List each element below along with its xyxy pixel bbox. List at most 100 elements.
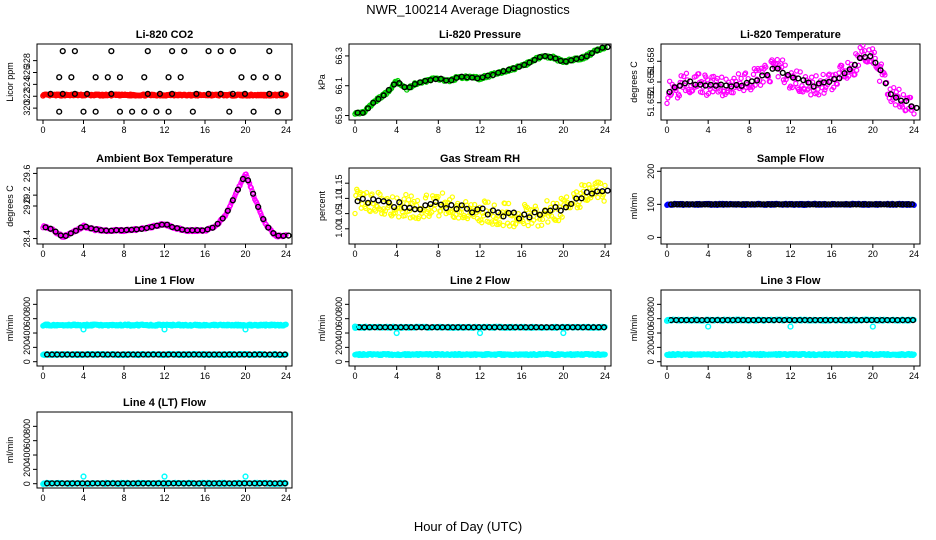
data-point-detail xyxy=(705,90,712,97)
data-point-hourly-mean xyxy=(437,75,445,82)
data-point-detail xyxy=(678,73,684,79)
x-tick-label: 20 xyxy=(240,249,250,259)
y-tick-label: 200 xyxy=(22,462,32,477)
y-tick-label: 1.00 xyxy=(334,220,344,238)
data-point-hourly-mean xyxy=(244,177,252,184)
x-tick-label: 4 xyxy=(394,371,399,381)
data-point-hourly-mean xyxy=(851,61,858,68)
data-point-detail xyxy=(471,201,478,208)
data-point-detail xyxy=(538,222,545,228)
data-point-hourly-mean xyxy=(905,201,912,208)
data-point-hourly-mean xyxy=(578,54,585,61)
data-point-hourly-mean xyxy=(862,201,869,208)
data-point-hourly-mean xyxy=(568,200,575,208)
data-point-hourly-mean xyxy=(108,90,115,97)
data-point-detail xyxy=(876,78,883,84)
data-point-hourly-mean xyxy=(396,80,403,87)
y-tick-label: 66.1 xyxy=(334,77,344,95)
data-point-detail xyxy=(485,199,491,205)
data-point-hourly-mean xyxy=(552,203,559,211)
data-point-hourly-mean xyxy=(689,201,696,208)
data-point-hourly-mean xyxy=(427,200,434,208)
data-point-hourly-mean xyxy=(526,59,533,66)
panel-title: Li-820 Temperature xyxy=(740,29,841,41)
data-point-detail xyxy=(449,194,456,200)
x-tick-label: 0 xyxy=(664,125,669,135)
data-point-detail xyxy=(559,214,565,220)
data-point-hourly-mean xyxy=(853,201,860,208)
data-point-hourly-mean xyxy=(193,90,200,97)
data-point-detail xyxy=(574,205,581,211)
data-point-detail xyxy=(548,213,555,219)
data-point-detail xyxy=(446,196,453,203)
data-point-hourly-mean xyxy=(748,201,755,208)
x-tick-label: 12 xyxy=(159,249,169,259)
data-point-detail-low xyxy=(911,351,917,358)
data-point-hourly-mean xyxy=(743,79,750,86)
y-tick-label: 800 xyxy=(22,419,32,434)
x-tick-label: 4 xyxy=(706,249,711,259)
data-point-hourly-mean xyxy=(526,214,533,221)
data-point-detail xyxy=(406,208,413,214)
data-point-hourly-mean xyxy=(443,204,450,212)
data-point-hourly-mean xyxy=(877,67,884,74)
y-tick-label: 29.6 xyxy=(22,165,32,183)
x-tick-label: 16 xyxy=(200,371,210,381)
data-point-detail xyxy=(689,87,696,94)
data-point-hourly-mean xyxy=(238,74,245,81)
data-point-hourly-mean xyxy=(422,202,429,209)
y-axis-label: ml/min xyxy=(629,193,639,220)
data-point-detail xyxy=(782,62,788,68)
data-point-detail xyxy=(801,86,808,92)
data-point-hourly-mean xyxy=(108,48,115,55)
data-point-detail xyxy=(394,195,400,201)
data-point-detail xyxy=(735,71,742,77)
data-point-hourly-mean xyxy=(56,74,63,81)
data-point-hourly-mean xyxy=(868,201,875,208)
x-tick-label: 16 xyxy=(517,371,527,381)
data-point-hourly-mean xyxy=(757,201,764,208)
data-point-hourly-mean xyxy=(604,44,611,51)
y-tick-label: 200 xyxy=(646,340,656,355)
data-point-hourly-mean xyxy=(390,204,398,211)
data-point-hourly-mean xyxy=(181,48,188,55)
data-point-hourly-mean xyxy=(226,108,233,115)
data-point-detail xyxy=(871,49,878,56)
data-point-detail xyxy=(774,56,780,63)
y-axis-label: degrees C xyxy=(629,61,639,103)
x-tick-label: 24 xyxy=(909,249,919,259)
data-point-hourly-mean xyxy=(270,230,277,237)
data-point-hourly-mean xyxy=(479,205,486,212)
y-axis-label: ml/min xyxy=(5,437,15,464)
x-tick-label: 12 xyxy=(159,371,169,381)
data-point-hourly-mean xyxy=(867,53,874,60)
data-point-hourly-mean xyxy=(800,201,807,208)
data-point-hourly-mean xyxy=(250,108,257,115)
data-point-hourly-mean xyxy=(887,91,894,98)
data-point-hourly-mean xyxy=(165,74,172,81)
x-tick-label: 20 xyxy=(558,371,568,381)
data-point-outlier xyxy=(161,473,168,480)
data-point-hourly-mean xyxy=(71,90,78,97)
y-tick-label: 400 xyxy=(22,448,32,463)
data-point-hourly-mean xyxy=(72,227,80,234)
x-tick-label: 8 xyxy=(121,249,126,259)
data-point-detail xyxy=(464,215,471,222)
data-point-detail xyxy=(382,208,389,214)
data-point-hourly-mean xyxy=(417,79,424,86)
data-point-outlier xyxy=(393,329,400,337)
data-point-hourly-mean xyxy=(205,48,212,55)
x-tick-label: 8 xyxy=(121,125,126,135)
data-point-hourly-mean xyxy=(671,201,678,208)
data-point-hourly-mean xyxy=(129,108,136,115)
data-point-hourly-mean xyxy=(887,201,894,208)
data-point-detail xyxy=(805,86,811,92)
data-point-detail xyxy=(878,61,885,67)
data-point-hourly-mean xyxy=(803,201,811,208)
data-point-hourly-mean xyxy=(92,74,99,81)
data-point-hourly-mean xyxy=(364,105,372,112)
data-point-hourly-mean xyxy=(354,198,361,205)
data-point-detail-high xyxy=(283,321,289,328)
data-point-hourly-mean xyxy=(913,104,920,112)
